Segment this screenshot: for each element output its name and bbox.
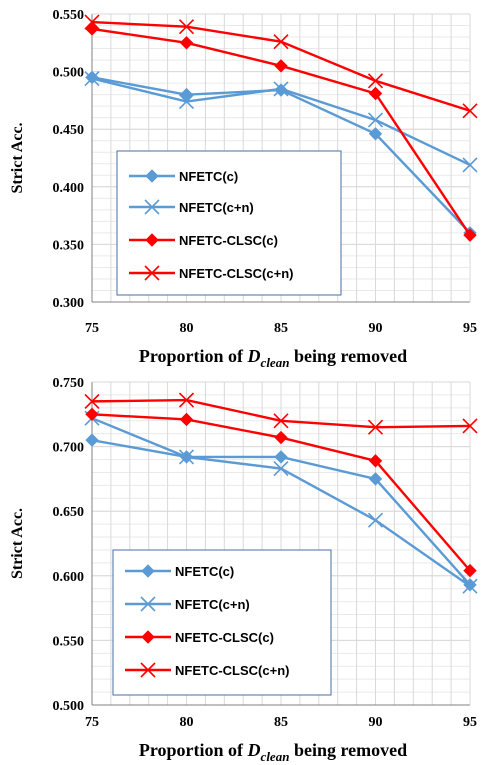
- data-point: [179, 412, 194, 427]
- data-point: [178, 392, 195, 408]
- y-axis-label: Strict Acc.: [9, 508, 26, 579]
- data-point: [463, 563, 477, 578]
- x-tick-label: 85: [274, 715, 288, 730]
- x-axis-label-suffix: being removed: [289, 740, 407, 760]
- data-point: [367, 73, 384, 89]
- y-tick-label: 0.500: [53, 66, 85, 81]
- x-axis-label-prefix: Proportion of: [139, 346, 248, 366]
- legend-swatch-marker: [144, 199, 160, 215]
- series-4: [84, 392, 478, 435]
- data-point: [368, 127, 383, 141]
- y-tick-label: 0.550: [53, 8, 85, 23]
- legend-swatch-marker: [141, 564, 155, 578]
- data-point: [462, 157, 478, 173]
- series-4: [84, 14, 478, 119]
- y-tick-label: 0.550: [53, 634, 85, 649]
- x-axis-label: Proportion of Dclean being removed: [139, 740, 407, 764]
- x-tick-label: 80: [180, 715, 194, 730]
- legend-entry: NFETC-CLSC(c+n): [179, 266, 293, 281]
- x-tick-label: 85: [274, 321, 288, 336]
- x-axis-label: Proportion of Dclean being removed: [139, 346, 407, 370]
- x-tick-label: 90: [369, 715, 383, 730]
- legend-entry: NFETC-CLSC(c): [175, 630, 274, 645]
- data-point: [178, 93, 195, 110]
- data-point: [462, 103, 478, 119]
- y-tick-label: 0.650: [53, 505, 85, 520]
- legend-entry: NFETC-CLSC(c): [179, 233, 278, 248]
- legend-entry: NFETC(c+n): [179, 200, 254, 215]
- y-tick-label: 0.500: [53, 699, 85, 714]
- data-point: [367, 512, 384, 528]
- x-tick-label: 95: [463, 321, 477, 336]
- y-tick-label: 0.700: [53, 441, 85, 456]
- data-point: [368, 454, 383, 468]
- y-tick-label: 0.350: [53, 238, 85, 253]
- data-point: [273, 460, 289, 477]
- data-point: [84, 393, 100, 409]
- data-point: [85, 433, 99, 447]
- legend-swatch-marker: [141, 630, 155, 644]
- data-point: [85, 70, 99, 85]
- data-point: [85, 22, 99, 36]
- chart-panel-1: 0.300 0.350 0.400 0.450 0.500 0.550 75 80 85 90 95…: [9, 8, 478, 370]
- series-2: [84, 70, 478, 173]
- data-point: [462, 418, 478, 434]
- data-point: [368, 472, 383, 486]
- x-tick-label: 90: [369, 321, 383, 336]
- y-axis-label: Strict Acc.: [9, 122, 26, 193]
- legend-swatch-marker: [144, 265, 160, 281]
- x-tick-label: 80: [180, 321, 194, 336]
- legend-swatch-marker: [145, 169, 159, 183]
- data-point: [274, 59, 288, 73]
- data-point: [84, 70, 100, 87]
- data-point: [273, 413, 289, 429]
- legend-entry: NFETC(c): [175, 564, 234, 579]
- y-tick-label: 0.600: [53, 570, 85, 585]
- y-tick-label: 0.300: [53, 296, 85, 311]
- legend: NFETC(c) NFETC(c+n) NFETC-CLSC(c) NFETC-CLS…: [112, 549, 332, 696]
- data-point: [273, 34, 289, 50]
- x-axis-label-sub: clean: [261, 355, 290, 370]
- x-axis-label-var: D: [247, 740, 261, 760]
- legend-swatch-marker: [145, 233, 159, 247]
- data-point: [463, 228, 477, 242]
- legend-entry: NFETC(c+n): [175, 597, 250, 612]
- x-axis-label-sub: clean: [261, 749, 290, 764]
- x-axis-label-prefix: Proportion of: [139, 740, 248, 760]
- data-point: [274, 450, 288, 464]
- data-point: [84, 14, 100, 30]
- legend-entry: NFETC(c): [179, 169, 238, 184]
- x-axis-label-suffix: being removed: [289, 346, 407, 366]
- x-tick-label: 75: [85, 321, 99, 336]
- data-point: [85, 407, 99, 422]
- legend: NFETC(c) NFETC(c+n) NFETC-CLSC(c) NFETC-CLS…: [116, 150, 342, 296]
- data-point: [178, 449, 195, 465]
- data-point: [273, 81, 289, 97]
- y-tick-label: 0.450: [53, 123, 85, 138]
- legend-swatch-marker: [140, 662, 156, 678]
- y-tick-label: 0.750: [53, 376, 85, 391]
- data-point: [462, 578, 478, 594]
- x-tick-label: 75: [85, 715, 99, 730]
- legend-swatch-marker: [140, 596, 156, 612]
- data-point: [178, 19, 195, 35]
- x-axis-label-var: D: [247, 346, 261, 366]
- data-point: [179, 87, 194, 102]
- chart-panel-2: 0.500 0.550 0.600 0.650 0.700 0.750 75 80 85 90 95…: [9, 376, 478, 764]
- y-tick-label: 0.400: [53, 181, 85, 196]
- data-point: [367, 419, 384, 435]
- data-point: [368, 86, 383, 101]
- series-3: [85, 407, 477, 578]
- data-point: [274, 430, 288, 445]
- data-point: [179, 36, 194, 50]
- data-point: [367, 112, 384, 128]
- legend-entry: NFETC-CLSC(c+n): [175, 663, 289, 678]
- x-tick-label: 95: [463, 715, 477, 730]
